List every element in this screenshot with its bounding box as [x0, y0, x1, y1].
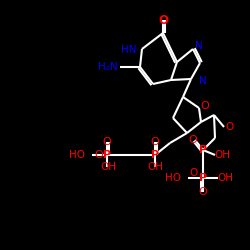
Text: N: N: [195, 41, 203, 51]
Text: O: O: [94, 150, 104, 160]
Text: HO: HO: [165, 173, 181, 183]
Text: O: O: [158, 14, 168, 26]
Text: O: O: [225, 122, 233, 132]
Text: N: N: [199, 76, 207, 86]
Text: O: O: [198, 187, 207, 197]
Text: P: P: [103, 150, 111, 160]
Text: O: O: [200, 101, 209, 111]
Text: H₂N: H₂N: [98, 62, 118, 72]
Text: OH: OH: [217, 173, 233, 183]
Text: P: P: [199, 145, 207, 155]
Text: OH: OH: [214, 150, 230, 160]
Text: O: O: [189, 135, 198, 145]
Text: OH: OH: [100, 162, 116, 172]
Text: HO: HO: [69, 150, 85, 160]
Text: P: P: [199, 173, 207, 183]
Text: OH: OH: [147, 162, 163, 172]
Text: O: O: [150, 137, 160, 147]
Text: HN: HN: [120, 45, 136, 55]
Text: O: O: [189, 168, 197, 178]
Text: P: P: [151, 150, 159, 160]
Text: O: O: [103, 137, 112, 147]
